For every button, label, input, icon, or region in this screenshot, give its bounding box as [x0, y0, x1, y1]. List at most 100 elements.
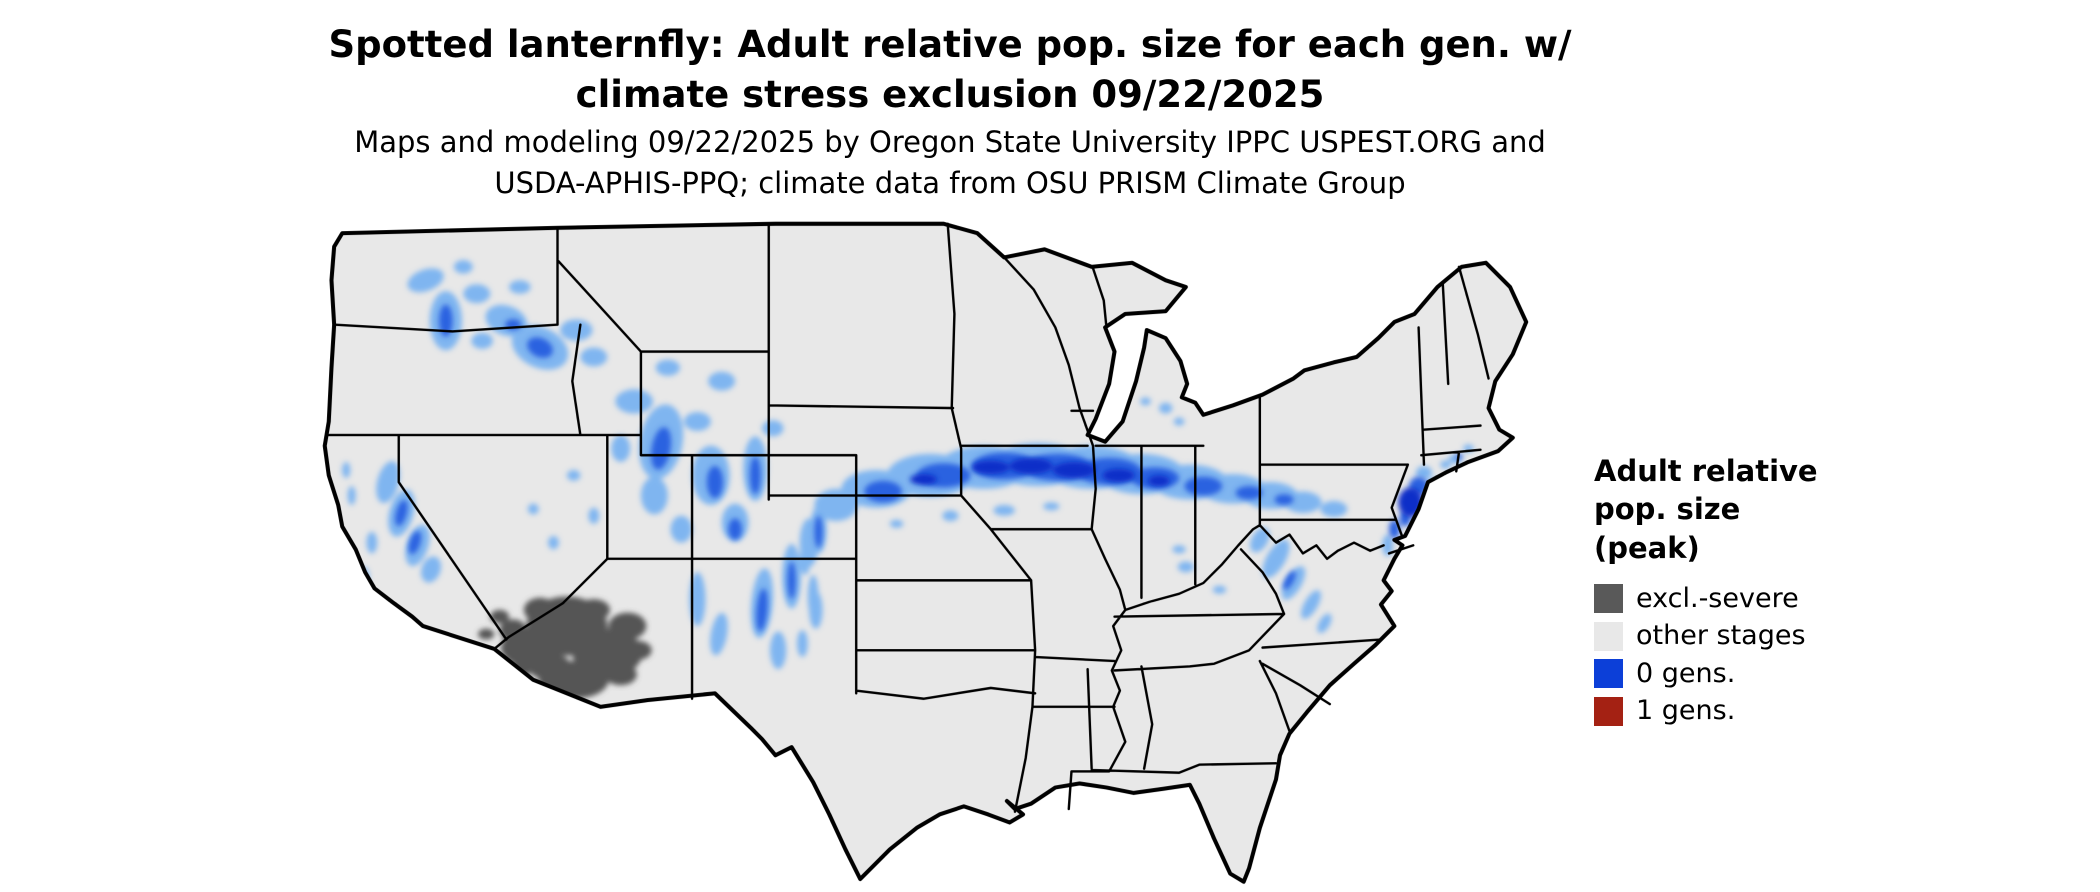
map-data-blob — [342, 461, 351, 479]
map-data-blob — [689, 572, 706, 627]
map-data-blob — [608, 612, 647, 640]
map-data-blob — [710, 612, 728, 656]
map-data-blob — [588, 507, 600, 524]
map-data-blob — [499, 619, 527, 641]
map-data-blob — [1184, 476, 1223, 496]
map-data-blob — [548, 535, 559, 550]
map-data-blob — [577, 599, 610, 621]
map-data-blob — [864, 480, 902, 503]
map-data-blob — [910, 474, 937, 485]
map-data-blob — [611, 435, 631, 462]
legend-item: other stages — [1594, 620, 1884, 652]
map-data-blob — [347, 486, 356, 505]
map-data-blob — [471, 332, 493, 349]
map-data-blob — [366, 531, 378, 554]
map-data-blob — [1158, 402, 1173, 414]
map-subtitle: Maps and modeling 09/22/2025 by Oregon S… — [354, 125, 1546, 200]
map-data-blob — [1281, 566, 1306, 600]
map-data-blob — [1009, 457, 1053, 475]
map-data-blob — [683, 412, 711, 431]
map-data-blob — [523, 597, 557, 623]
legend-swatch-0-gens — [1594, 659, 1623, 689]
map-data-blob — [395, 499, 408, 527]
map-data-blob — [453, 260, 473, 274]
map-data-blob — [1173, 417, 1185, 426]
legend: Adult relative pop. size (peak) excl.-se… — [1594, 452, 1884, 732]
map-data-blob — [749, 456, 761, 495]
map-data-blob — [527, 337, 553, 358]
map-data-blob — [655, 359, 680, 376]
legend-item-label: 0 gens. — [1636, 657, 1736, 689]
map-data-blob — [889, 519, 904, 528]
map-data-blob — [1382, 534, 1394, 557]
map-data-blob — [439, 304, 453, 337]
legend-item: 0 gens. — [1594, 658, 1884, 690]
map-data-blob — [1052, 461, 1096, 479]
map-data-blob — [604, 663, 637, 686]
exclusion-severe-regions — [478, 596, 652, 699]
legend-swatch-excl-severe — [1594, 584, 1623, 614]
map-data-blob — [490, 609, 510, 624]
map-data-blob — [1415, 465, 1433, 480]
map-data-blob — [770, 631, 787, 670]
map-data-blob — [421, 556, 441, 583]
map-data-blob — [942, 510, 959, 522]
map-data-blob — [971, 460, 1010, 475]
map-data-blob — [728, 518, 742, 540]
map-data-blob — [1250, 527, 1270, 553]
map-data-blob — [807, 574, 819, 618]
us-map — [318, 206, 1576, 886]
map-data-blob — [1235, 486, 1263, 500]
map-data-blob — [1177, 561, 1194, 573]
map-data-blob — [1284, 491, 1322, 514]
population-regions-dark — [910, 457, 1423, 518]
map-data-blob — [1300, 590, 1321, 619]
legend-item-label: 1 gens. — [1636, 694, 1736, 726]
map-data-blob — [566, 469, 581, 481]
map-data-blob — [762, 420, 784, 437]
map-data-blob — [640, 476, 668, 515]
map-data-blob — [1262, 539, 1290, 579]
map-data-blob — [708, 371, 736, 391]
map-data-blob — [624, 640, 652, 660]
legend-item: excl.-severe — [1594, 583, 1884, 615]
legend-item-label: other stages — [1636, 620, 1806, 652]
map-data-blob — [408, 531, 422, 555]
map-data-blob — [796, 630, 808, 657]
legend-swatch-1-gens — [1594, 696, 1623, 726]
us-map-svg — [318, 206, 1576, 886]
map-data-blob — [651, 427, 672, 470]
map-data-blob — [1172, 545, 1186, 554]
state-borders — [324, 222, 1490, 813]
legend-item: 1 gens. — [1594, 695, 1884, 727]
map-data-blob — [1140, 397, 1151, 406]
map-data-blob — [756, 588, 768, 632]
map-data-blob — [670, 515, 693, 543]
map-data-blob — [615, 389, 654, 414]
map-data-blob — [1148, 475, 1170, 487]
map-data-blob — [509, 280, 531, 294]
map-data-blob — [463, 284, 491, 304]
map-data-blob — [1212, 585, 1227, 594]
map-data-blob — [354, 591, 363, 608]
map-data-blob — [1440, 460, 1451, 469]
map-data-blob — [1102, 468, 1135, 483]
map-data-blob — [478, 628, 495, 640]
map-data-blob — [1283, 570, 1296, 590]
map-data-blob — [1317, 613, 1332, 634]
map-data-blob — [1320, 500, 1348, 518]
map-data-blob — [993, 504, 1015, 516]
map-data-blob — [580, 347, 608, 367]
map-data-blob — [787, 561, 796, 600]
map-data-blob — [376, 461, 400, 504]
map-data-blob — [706, 465, 723, 499]
map-data-blob — [1043, 502, 1060, 511]
map-data-blob — [527, 503, 539, 515]
map-data-blob — [1274, 494, 1294, 505]
map-data-overlays — [342, 260, 1474, 699]
map-data-blob — [814, 515, 823, 549]
map-data-blob — [407, 268, 444, 293]
legend-item-label: excl.-severe — [1636, 582, 1799, 614]
legend-swatch-other-stages — [1594, 621, 1623, 651]
